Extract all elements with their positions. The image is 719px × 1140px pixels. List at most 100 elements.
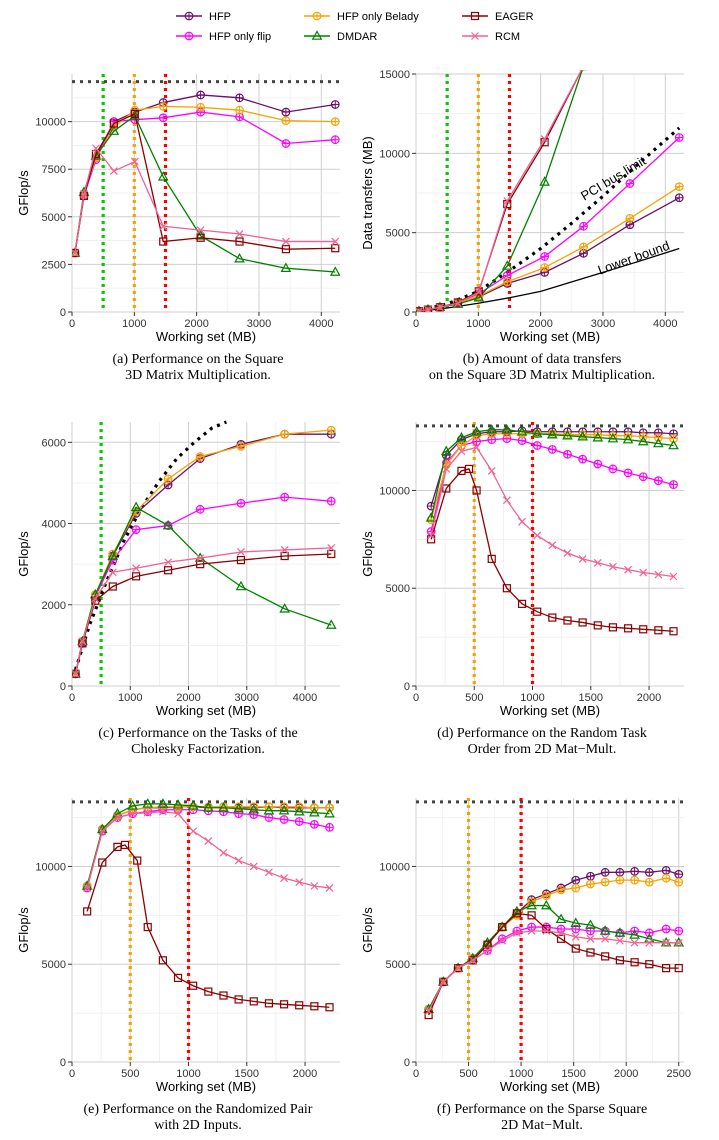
data-point [436,303,444,312]
axes: 0 500 1000 1500 2000 0 5000 10000 Working set (M… [16,861,317,1094]
series-rcm [83,807,334,892]
data-point [501,424,513,434]
y-tick-label: 5000 [386,583,410,595]
data-point [555,913,567,924]
data-point [281,237,290,246]
data-point [330,100,340,109]
y-axis-label: GFlop/s [16,907,31,953]
data-point [502,584,511,593]
x-tick-label: 0 [413,318,419,330]
x-tick-label: 2000 [528,318,552,330]
y-axis-label: GFlop/s [360,531,375,577]
data-point [586,948,595,957]
x-tick-label: 1000 [509,1068,533,1080]
data-point [615,956,624,965]
series-eager [83,840,334,1012]
data-point [580,63,587,70]
data-point [614,927,626,937]
data-point [72,669,80,678]
data-point [457,447,466,456]
data-point [454,964,462,973]
series-line [430,468,674,632]
data-point [442,465,451,473]
data-point [310,1002,319,1011]
data-point [570,917,582,927]
series-hfp-only-belady [424,873,684,1014]
data-point [653,433,663,443]
data-point [645,938,654,947]
data-point [98,858,107,867]
data-point [128,809,137,818]
legend-item: RCM [462,31,520,43]
y-axis-label: GFlop/s [16,531,31,577]
data-point [204,837,213,845]
chart-panel-d: 0 500 1000 1500 2000 0 5000 10000 Working set (M… [360,422,684,757]
data-point [310,882,319,890]
x-tick-label: 2000 [614,1068,638,1080]
data-point [204,987,213,996]
data-point [219,848,228,857]
data-point [219,991,228,1000]
series-line [428,926,679,1010]
series-hfp-only-flip [72,492,336,679]
y-axis-label: Data transfers (MB) [360,136,375,249]
x-tick-label: 0 [69,692,75,704]
data-point [653,437,664,448]
data-point [80,190,88,198]
data-point [453,298,462,307]
data-point [653,476,663,486]
axes: 0 1000 2000 3000 4000 0 2500 5000 7500 10000 Worki… [16,117,334,344]
plot-area [72,74,340,312]
data-point [163,474,173,484]
data-point [592,431,604,442]
data-point [264,999,274,1008]
series-line [418,70,583,312]
data-point [435,303,445,312]
data-point [142,798,154,808]
data-point [624,565,632,574]
plot-area [416,63,684,312]
data-point [518,517,526,526]
data-point [533,531,542,540]
caption-line: with 2D Inputs. [154,1118,242,1133]
x-tick-label: 1000 [176,1068,200,1080]
legend-label: RCM [495,31,520,43]
data-point [630,958,639,967]
data-point [548,613,557,622]
data-point [674,182,684,192]
data-point [674,877,684,887]
data-point [72,669,80,678]
data-point [440,445,452,456]
data-point [474,288,483,297]
grid [71,798,340,1063]
data-point [113,813,122,822]
data-point [453,964,463,973]
data-point [91,594,100,603]
data-point [164,558,173,567]
data-point [623,468,633,478]
x-tick-label: 1500 [235,1068,259,1080]
data-point [295,878,304,887]
data-point [131,525,141,535]
chart-panel-a: 0 1000 2000 3000 4000 0 2500 5000 7500 10000 Worki… [16,74,340,383]
x-tick-label: 500 [121,1068,139,1080]
series-eager [427,464,678,636]
x-tick-label: 4000 [309,318,333,330]
x-tick-label: 1000 [122,318,146,330]
data-point [174,809,182,818]
x-tick-label: 1500 [579,692,603,704]
data-point [78,637,87,646]
data-point [83,884,92,892]
data-point [644,928,654,938]
data-point [563,449,572,459]
data-point [236,441,246,451]
series-line [428,869,679,1010]
data-point [608,623,618,632]
data-point [91,596,100,605]
data-point [527,927,536,935]
series-line [86,806,330,887]
data-point [637,435,649,446]
plot-area [416,422,684,686]
x-tick-label: 1000 [520,692,544,704]
data-point [143,808,152,817]
